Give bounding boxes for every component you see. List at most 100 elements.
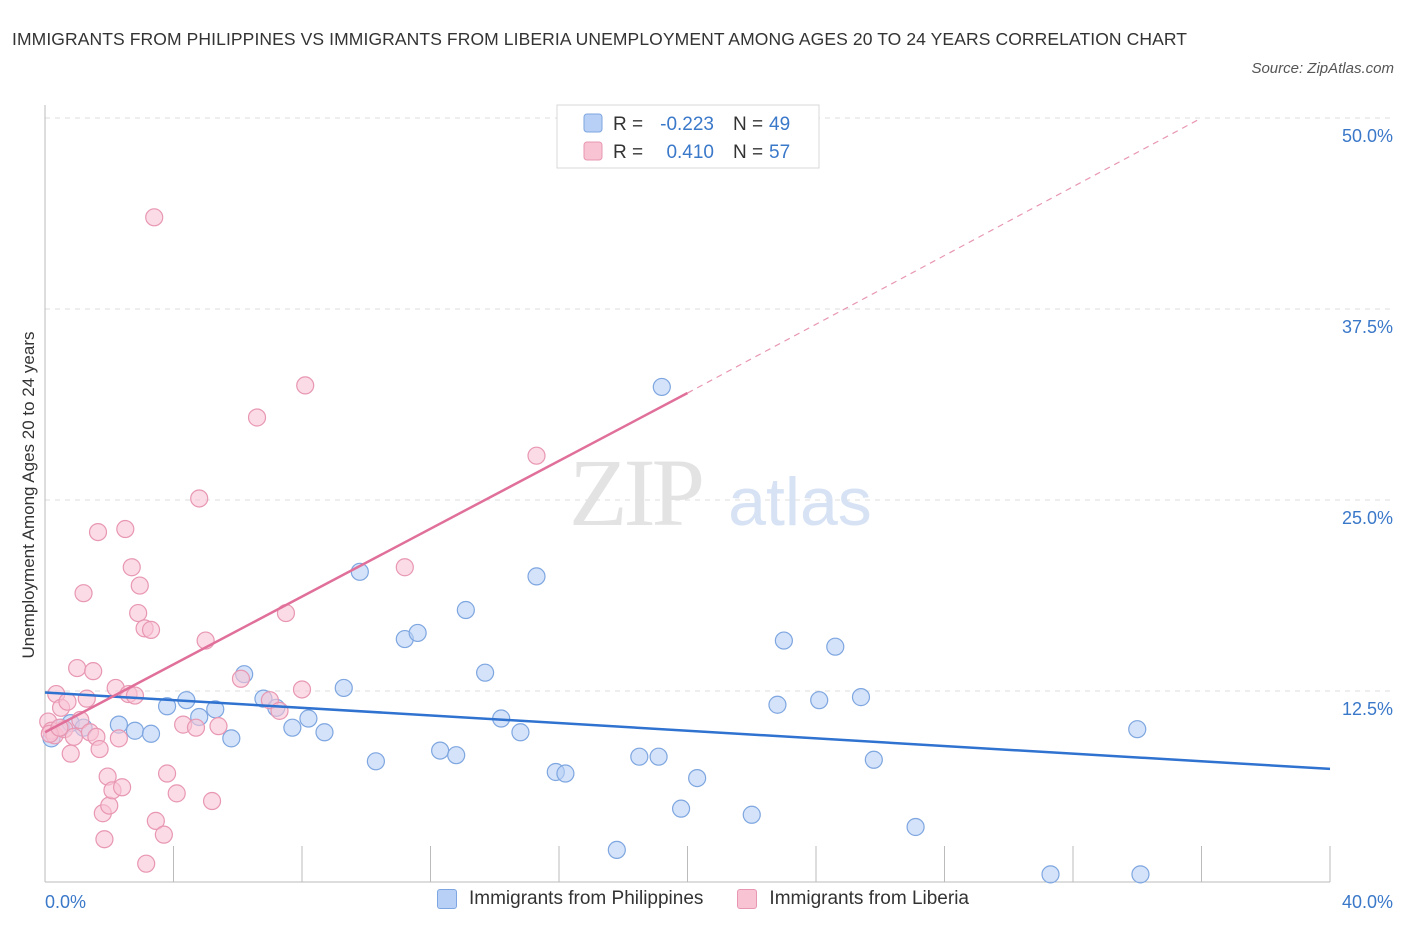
philippines-point-31 [556,764,575,783]
philippines-point-29 [527,567,546,586]
liberia-point-45 [209,717,228,736]
y-tick-label-2: 37.5% [1342,317,1393,337]
chart-title: IMMIGRANTS FROM PHILIPPINES VS IMMIGRANT… [12,29,1188,49]
stats-r-label-liberia: R = [613,142,643,163]
watermark-atlas: atlas [728,464,872,540]
stats-n-value-liberia: 57 [769,142,790,163]
legend-item-philippines: Immigrants from Philippines [437,888,703,910]
source-label: Source: ZipAtlas.com [1251,60,1394,77]
liberia-point-14 [84,662,103,681]
philippines-point-40 [774,631,793,650]
philippines-point-20 [366,752,385,771]
stats-swatch-philippines [583,113,603,133]
philippines-point-25 [456,600,475,620]
philippines-point-32 [607,840,626,860]
philippines-point-11 [222,729,241,748]
liberia-point-7 [61,744,80,763]
stats-n-value-philippines: 49 [769,114,790,135]
stats-r-value-liberia: 0.410 [666,142,714,163]
liberia-point-39 [167,784,186,803]
trend-line-liberia [44,391,689,734]
trend-lines [44,117,1331,771]
philippines-point-6 [141,724,161,743]
grid-lines [45,117,1395,692]
trend-line-philippines [44,691,1331,771]
philippines-point-7 [157,697,177,716]
philippines-point-38 [742,805,761,824]
philippines-point-42 [826,637,845,656]
philippines-point-17 [315,723,334,742]
philippines-point-44 [864,750,883,769]
series-liberia [39,208,546,873]
axes [44,105,1331,883]
philippines-point-47 [1128,720,1147,739]
philippines-point-28 [511,723,530,742]
x-tick-label-1: 40.0% [1342,892,1393,912]
stats-legend: R = -0.223 N = 49 R = 0.410 N = 57 [556,104,820,169]
liberia-point-6 [58,692,77,711]
legend-item-liberia: Immigrants from Liberia [737,888,969,910]
philippines-point-45 [906,817,925,837]
liberia-point-25 [112,778,132,797]
philippines-point-33 [630,747,649,766]
liberia-point-31 [130,576,149,595]
liberia-point-42 [190,489,209,508]
liberia-point-19 [95,830,114,849]
philippines-point-48 [1131,865,1150,884]
liberia-point-37 [154,825,173,844]
philippines-point-37 [688,768,707,788]
liberia-point-41 [186,718,206,737]
y-axis-label: Unemployment Among Ages 20 to 24 years [19,332,38,659]
stats-n-label-philippines: N = [733,114,763,135]
liberia-point-38 [157,764,177,783]
philippines-point-22 [408,623,427,643]
stats-r-label-philippines: R = [613,114,643,135]
liberia-point-29 [125,686,145,705]
liberia-point-26 [116,519,135,539]
stats-r-value-philippines: -0.223 [660,114,714,135]
x-tick-label-0: 0.0% [45,892,86,912]
philippines-point-18 [334,678,353,698]
liberia-point-53 [395,558,414,577]
stats-swatch-liberia [583,141,603,161]
liberia-point-34 [141,620,161,639]
philippines-point-16 [299,709,318,728]
liberia-point-46 [231,669,251,688]
liberia-point-47 [247,408,267,427]
liberia-point-21 [100,796,119,815]
liberia-point-35 [145,208,164,227]
watermark-zip: ZIP [569,439,702,546]
philippines-point-35 [652,377,671,397]
philippines-point-43 [851,688,871,707]
stats-n-label-liberia: N = [733,142,763,163]
philippines-point-5 [125,721,145,740]
philippines-point-15 [283,718,302,737]
philippines-point-39 [768,695,787,714]
liberia-point-17 [90,739,109,759]
philippines-point-41 [810,691,829,710]
philippines-point-34 [649,747,668,766]
liberia-point-54 [527,446,546,465]
bottom-legend: Immigrants from Philippines Immigrants f… [0,888,1406,910]
legend-swatch-liberia [737,889,758,909]
liberia-point-52 [296,376,315,395]
philippines-point-26 [476,663,495,682]
liberia-point-33 [137,854,156,873]
y-tick-label-0: 12.5% [1342,699,1393,719]
legend-label-philippines: Immigrants from Philippines [469,888,704,909]
philippines-point-36 [671,799,691,818]
trend-extension-liberia [687,117,1202,394]
liberia-point-44 [202,791,222,811]
liberia-point-36 [146,811,165,830]
legend-swatch-philippines [437,889,457,909]
y-tick-label-3: 50.0% [1342,126,1393,146]
tick-labels: 12.5% 25.0% 37.5% 50.0% 0.0% 40.0% [45,126,1393,912]
liberia-point-16 [88,522,108,542]
watermark: ZIP atlas [569,439,872,546]
philippines-point-24 [447,746,466,765]
liberia-point-28 [122,558,141,577]
liberia-point-11 [74,584,93,603]
liberia-point-30 [129,603,148,623]
legend-label-liberia: Immigrants from Liberia [769,888,969,909]
